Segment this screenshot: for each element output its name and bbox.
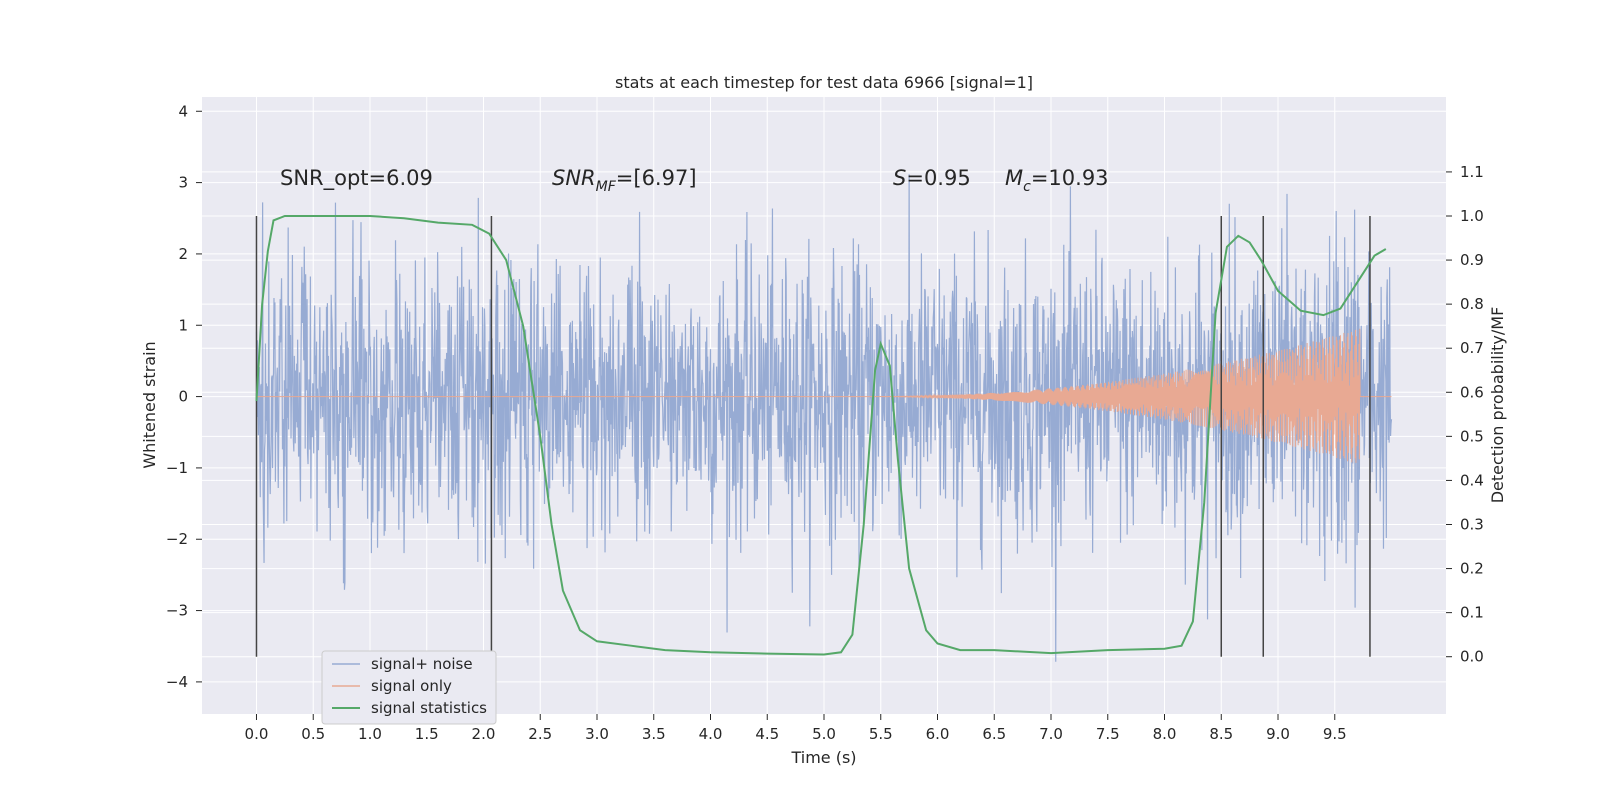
mc-subscript: c [1023,179,1031,195]
y2-tick-label: 0.5 [1460,427,1484,445]
x-tick-label: 9.5 [1323,725,1347,743]
signal-statistics-series [255,214,1387,656]
signal-only-series [256,328,1392,463]
x-tick-label: 7.5 [1096,725,1120,743]
x-tick-label: 1.5 [415,725,439,743]
x-tick-label: 3.0 [585,725,609,743]
y-tick-label: 3 [178,174,188,192]
s-value: =0.95 [906,166,970,190]
x-tick-label: 8.5 [1209,725,1233,743]
y2-tick-label: 0.2 [1460,560,1484,578]
s-symbol: S [893,166,906,190]
y-tick-label: 4 [178,102,188,120]
x-tick-label: 8.0 [1153,725,1177,743]
x-tick-label: 2.5 [528,725,552,743]
annotation-snr-opt: SNR_opt=6.09 [280,166,433,191]
annotation-s: S=0.95 [893,166,971,190]
annotation-snr-mf: SNRMF=[6.97] [552,166,697,195]
x-axis-label: Time (s) [790,748,856,767]
x-tick-label: 1.0 [358,725,382,743]
y2-axis-ticks: 1.1 1.0 0.9 0.8 0.7 0.6 0.5 0.4 0.3 0.2 0.1 0.0 [1446,163,1484,666]
chart-title: stats at each timestep for test data 696… [615,73,1033,92]
y2-tick-label: 0.6 [1460,383,1484,401]
annotation-mc: Mc=10.93 [1005,166,1109,195]
y-tick-label: −2 [166,530,188,548]
x-tick-label: 9.0 [1266,725,1290,743]
mc-value: =10.93 [1031,166,1109,190]
y2-tick-label: 0.3 [1460,515,1484,533]
y2-tick-label: 0.9 [1460,251,1484,269]
legend: signal+ noise signal only signal statist… [321,650,497,725]
x-tick-label: 2.0 [472,725,496,743]
y-tick-label: −3 [166,602,188,620]
y2-tick-label: 0.1 [1460,604,1484,622]
y2-axis-label: Detection probability/MF [1488,307,1507,504]
x-tick-label: 0.5 [301,725,325,743]
y2-tick-label: 0.0 [1460,648,1484,666]
legend-label-signal-noise: signal+ noise [371,655,473,673]
y2-tick-label: 1.1 [1460,163,1484,181]
y2-tick-label: 0.4 [1460,471,1484,489]
x-tick-label: 5.5 [869,725,893,743]
y-tick-label: 0 [178,388,188,406]
snr-mf-subscript: MF [596,179,617,195]
snr-mf-value: =[6.97] [616,166,697,190]
y2-tick-label: 1.0 [1460,207,1484,225]
legend-label-signal-statistics: signal statistics [371,699,487,717]
vertical-markers [255,215,1371,657]
legend-label-signal-only: signal only [371,677,452,695]
y-tick-label: 2 [178,245,188,263]
x-tick-label: 3.5 [642,725,666,743]
y-tick-label: −4 [166,673,188,691]
x-axis-ticks: 0.0 0.5 1.0 1.5 2.0 2.5 3.0 3.5 4.0 4.5 5.0 5.5 6.0 6… [245,714,1347,743]
x-tick-label: 6.5 [982,725,1006,743]
legend-box [321,650,497,725]
x-tick-label: 4.5 [755,725,779,743]
x-tick-label: 7.0 [1039,725,1063,743]
signal-noise-series [255,174,1393,662]
y-tick-label: 1 [178,316,188,334]
y-axis-ticks: 4 3 2 1 0 −1 −2 −3 −4 [166,102,202,691]
signal-noise-line [255,174,1393,662]
mc-symbol: M [1005,166,1023,190]
snr-mf-symbol: SNR [552,166,596,190]
x-tick-label: 6.0 [926,725,950,743]
y-axis-label: Whitened strain [140,341,159,468]
x-tick-label: 0.0 [245,725,269,743]
x-tick-label: 5.0 [812,725,836,743]
x-tick-label: 4.0 [699,725,723,743]
y2-tick-label: 0.8 [1460,295,1484,313]
y2-tick-label: 0.7 [1460,339,1484,357]
y-tick-label: −1 [166,459,188,477]
